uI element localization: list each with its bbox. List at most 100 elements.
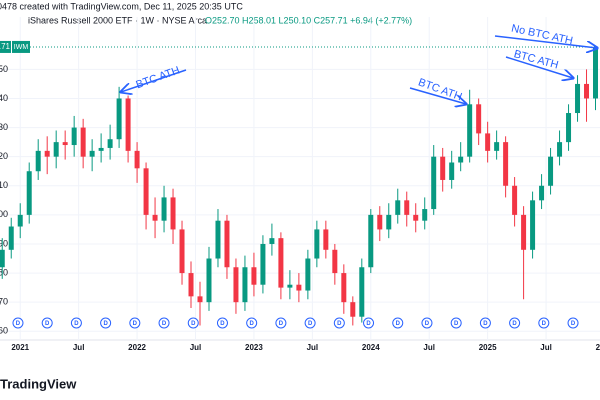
annotation-arrow: [121, 69, 187, 92]
candle-body: [44, 150, 50, 157]
y-tick-label: 170: [0, 297, 8, 307]
x-tick-label: 2024: [362, 343, 380, 352]
dividend-marker: [304, 317, 316, 329]
candle-body: [287, 284, 293, 288]
dividend-marker: [246, 317, 258, 329]
y-tick-label: 230: [0, 122, 8, 132]
candle-body: [161, 197, 167, 221]
dividend-label: D: [308, 321, 313, 327]
dividend-label: D: [366, 321, 371, 327]
candle-body: [485, 133, 491, 151]
candle-body: [206, 258, 212, 303]
chart-title: 30478 created with TradingView.com, Dec …: [0, 1, 243, 11]
y-tick-label: 210: [0, 180, 8, 190]
candle-body: [278, 238, 284, 288]
chart-subtitle: iShares Russell 2000 ETF · 1W · NYSE Arc…: [28, 15, 207, 25]
candle-body: [98, 147, 104, 151]
dividend-marker: [392, 317, 404, 329]
candle-body: [116, 98, 122, 140]
symbol-tag: [12, 40, 30, 53]
x-tick-label: Jul: [73, 343, 85, 352]
candle-body: [422, 209, 428, 221]
candle-body: [404, 200, 410, 215]
dividend-label: D: [425, 321, 430, 327]
candle-body: [134, 150, 140, 169]
dividend-label: D: [571, 321, 576, 327]
candle-body: [323, 229, 329, 250]
x-tick-label: Jul: [307, 343, 319, 352]
candle-body: [458, 156, 464, 163]
dividend-marker: [158, 317, 170, 329]
candle-body: [260, 243, 266, 285]
y-tick-label: 240: [0, 93, 8, 103]
y-tick-label: 190: [0, 238, 8, 248]
dividend-marker: [70, 317, 82, 329]
ohlc-readout: O252.70 H258.01 L250.10 C257.71 +6.94 (+…: [205, 15, 412, 25]
dividend-label: D: [103, 321, 108, 327]
candle-body: [125, 98, 131, 151]
candle-body: [413, 214, 419, 221]
dividend-label: D: [162, 321, 167, 327]
dividend-label: D: [45, 321, 50, 327]
price-tag-label: 257.71: [0, 42, 11, 51]
candle-body: [494, 142, 500, 151]
dividend-label: D: [512, 321, 517, 327]
candle-body: [269, 238, 275, 244]
candle-body: [431, 156, 437, 210]
dividend-marker: [479, 317, 491, 329]
candle-body: [593, 46, 599, 99]
candle-body: [233, 267, 239, 303]
candle-body: [296, 284, 302, 291]
candle-body: [359, 267, 365, 317]
candle-body: [17, 214, 23, 227]
candle-body: [440, 156, 446, 180]
dividend-label: D: [220, 321, 225, 327]
candle-body: [548, 156, 554, 186]
dividend-marker: [275, 317, 287, 329]
y-tick-label: 220: [0, 151, 8, 161]
dividend-marker: [421, 317, 433, 329]
annotation-arrow: [494, 35, 597, 48]
candle-body: [314, 229, 320, 259]
candle-body: [305, 258, 311, 291]
x-tick-label: 2025: [479, 343, 497, 352]
candle-body: [35, 150, 41, 172]
candle-body: [71, 127, 77, 146]
candle-body: [368, 214, 374, 268]
brand-logo: TradingView: [0, 376, 77, 391]
dividend-marker: [567, 317, 579, 329]
dividend-marker: [100, 317, 112, 329]
symbol-tag-label: IWM: [14, 44, 29, 51]
candle-body: [170, 197, 176, 230]
annotation-arrow: [409, 87, 466, 104]
candle-body: [521, 214, 527, 250]
candle-body: [62, 142, 68, 146]
dividend-label: D: [454, 321, 459, 327]
candle-body: [152, 214, 158, 221]
candle-body: [53, 142, 59, 157]
candle-body: [584, 83, 590, 99]
candle-body: [197, 296, 203, 303]
candle-body: [566, 113, 572, 143]
candle-body: [188, 273, 194, 297]
dividend-marker: [333, 317, 345, 329]
candle-body: [386, 214, 392, 230]
candle-body: [539, 185, 545, 201]
dividend-label: D: [250, 321, 255, 327]
y-tick-label: 180: [0, 267, 8, 277]
candle-body: [341, 273, 347, 303]
dividend-marker: [450, 317, 462, 329]
dividend-marker: [41, 317, 53, 329]
candle-body: [107, 139, 113, 148]
candle-body: [350, 302, 356, 317]
candle-body: [242, 267, 248, 303]
candle-body: [476, 104, 482, 134]
candle-body: [512, 185, 518, 215]
annotation-arrow: [505, 56, 573, 78]
candle-body: [179, 229, 185, 274]
x-tick-label: 2021: [11, 343, 29, 352]
candle-body: [530, 200, 536, 250]
candle-body: [557, 142, 563, 157]
